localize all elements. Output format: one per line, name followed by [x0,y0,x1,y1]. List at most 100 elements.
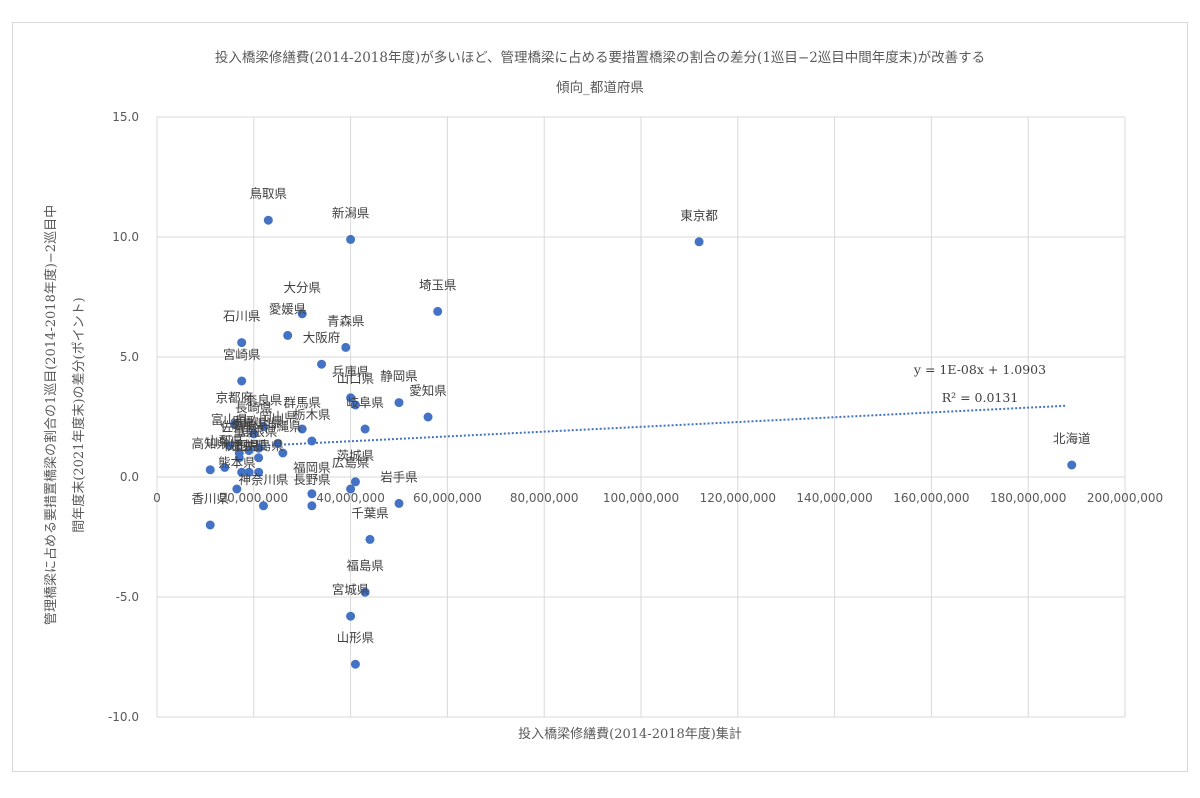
data-point-label: 福岡県 [293,460,331,475]
data-point [346,234,356,244]
x-tick-label: 140,000,000 [796,491,872,505]
data-point [254,453,264,463]
data-point [297,309,307,319]
data-point [225,441,235,451]
trendline [244,404,1067,448]
data-point [307,489,317,499]
data-point-label: 山形県 [337,630,375,645]
data-point [350,477,360,487]
data-point-label: 富山県 [211,412,249,427]
data-point [237,338,247,348]
data-point-label: 福島県 [346,558,384,573]
data-point [244,446,254,456]
chart-title-line2: 傾向_都道府県 [556,80,644,96]
data-point-label: 宮城県 [332,582,370,597]
data-point [341,342,351,352]
data-point [273,438,283,448]
x-axis-label: 投入橋梁修繕費(2014-2018年度)集計 [518,726,742,742]
y-tick-label: -5.0 [116,590,139,604]
gridlines [156,116,1126,718]
data-point-label: 愛知県 [409,383,447,398]
data-point [258,501,268,511]
data-point [283,330,293,340]
data-point-label: 岐阜県 [346,395,384,410]
data-point [297,424,307,434]
data-point-label: 東京都 [680,208,718,223]
data-point-label: 熊本県 [218,455,256,470]
data-point-label: 山口県 [337,371,375,386]
chart-frame [12,22,1188,772]
y-tick-label: 10.0 [112,230,139,244]
data-point-label: 福井県 [230,438,268,453]
trendline-path [244,404,1067,448]
data-point [205,465,215,475]
data-point-label: 埼玉県 [419,277,457,292]
data-point-label: 鳥取県 [250,186,288,201]
data-point-label: 島根県 [240,424,278,439]
data-point-label: 秋田県 [223,438,261,453]
data-point-label: 高知県 [191,436,229,451]
data-point [307,436,317,446]
data-point [244,467,254,477]
data-point-label: 沖縄県 [264,419,302,434]
data-point [365,534,375,544]
data-point-label: 愛媛県 [269,301,307,316]
data-point-label: 栃木県 [293,407,331,422]
x-axis-ticks: 0 20,000,000 40,000,000 60,000,000 80,000,00… [153,491,1163,505]
data-point [433,306,443,316]
y-axis-label-line1: 管理橋梁に占める要措置橋梁の割合の1巡目(2014-2018年度)−2巡目中 [43,205,59,625]
data-point-label: 大分県 [283,280,321,295]
x-tick-label: 60,000,000 [413,491,482,505]
data-point [346,393,356,403]
data-point-label: 佐賀県 [221,419,259,434]
data-point-label: 新潟県 [332,205,370,220]
data-point-label: 茨城県 [337,448,375,463]
data-point-label: 岩手県 [380,469,418,484]
data-point [249,429,259,439]
data-point [423,412,433,422]
data-point-label: 広島県 [332,455,370,470]
data-point-label: 北海道 [1053,431,1091,446]
data-point-label: 石川県 [223,309,261,324]
y-axis-ticks: -10.0 -5.0 0.0 5.0 10.0 15.0 [108,110,139,724]
data-point-label: 山梨県 [206,433,244,448]
data-point-label: 群馬県 [283,395,321,410]
data-point [307,501,317,511]
data-point-label: 鹿児島県 [234,438,284,453]
x-tick-label: 200,000,000 [1087,491,1163,505]
data-point-label: 静岡県 [380,369,418,384]
data-point [237,376,247,386]
data-point [346,611,356,621]
data-point-label: 兵庫県 [332,364,370,379]
data-point-label: 千葉県 [351,505,389,520]
data-point [350,659,360,669]
data-point-label: 大阪府 [303,330,341,345]
trendline-r-squared: R² = 0.0131 [942,390,1019,405]
data-point [394,498,404,508]
data-point [254,467,264,477]
data-point-label: 岡山県 [259,409,297,424]
y-tick-label: -10.0 [108,710,139,724]
x-tick-label: 180,000,000 [990,491,1066,505]
data-point [234,453,244,463]
data-point-label: 香川県 [191,491,229,506]
x-tick-label: 0 [153,491,161,505]
data-point-label: 長野県 [293,472,331,487]
x-tick-label: 120,000,000 [700,491,776,505]
x-tick-label: 100,000,000 [603,491,679,505]
y-tick-label: 15.0 [112,110,139,124]
data-point-label: 徳島県 [230,417,268,432]
data-point-label: 奈良県 [245,393,283,408]
data-point-label: 宮崎県 [223,347,261,362]
y-tick-label: 0.0 [120,470,139,484]
chart-title-line1: 投入橋梁修繕費(2014-2018年度)が多いほど、管理橋梁に占める要措置橋梁の… [214,50,986,66]
data-point [263,215,273,225]
data-point [220,462,230,472]
x-tick-label: 40,000,000 [316,491,385,505]
data-point [350,400,360,410]
x-tick-label: 80,000,000 [510,491,579,505]
data-point [254,443,264,453]
data-point [394,398,404,408]
